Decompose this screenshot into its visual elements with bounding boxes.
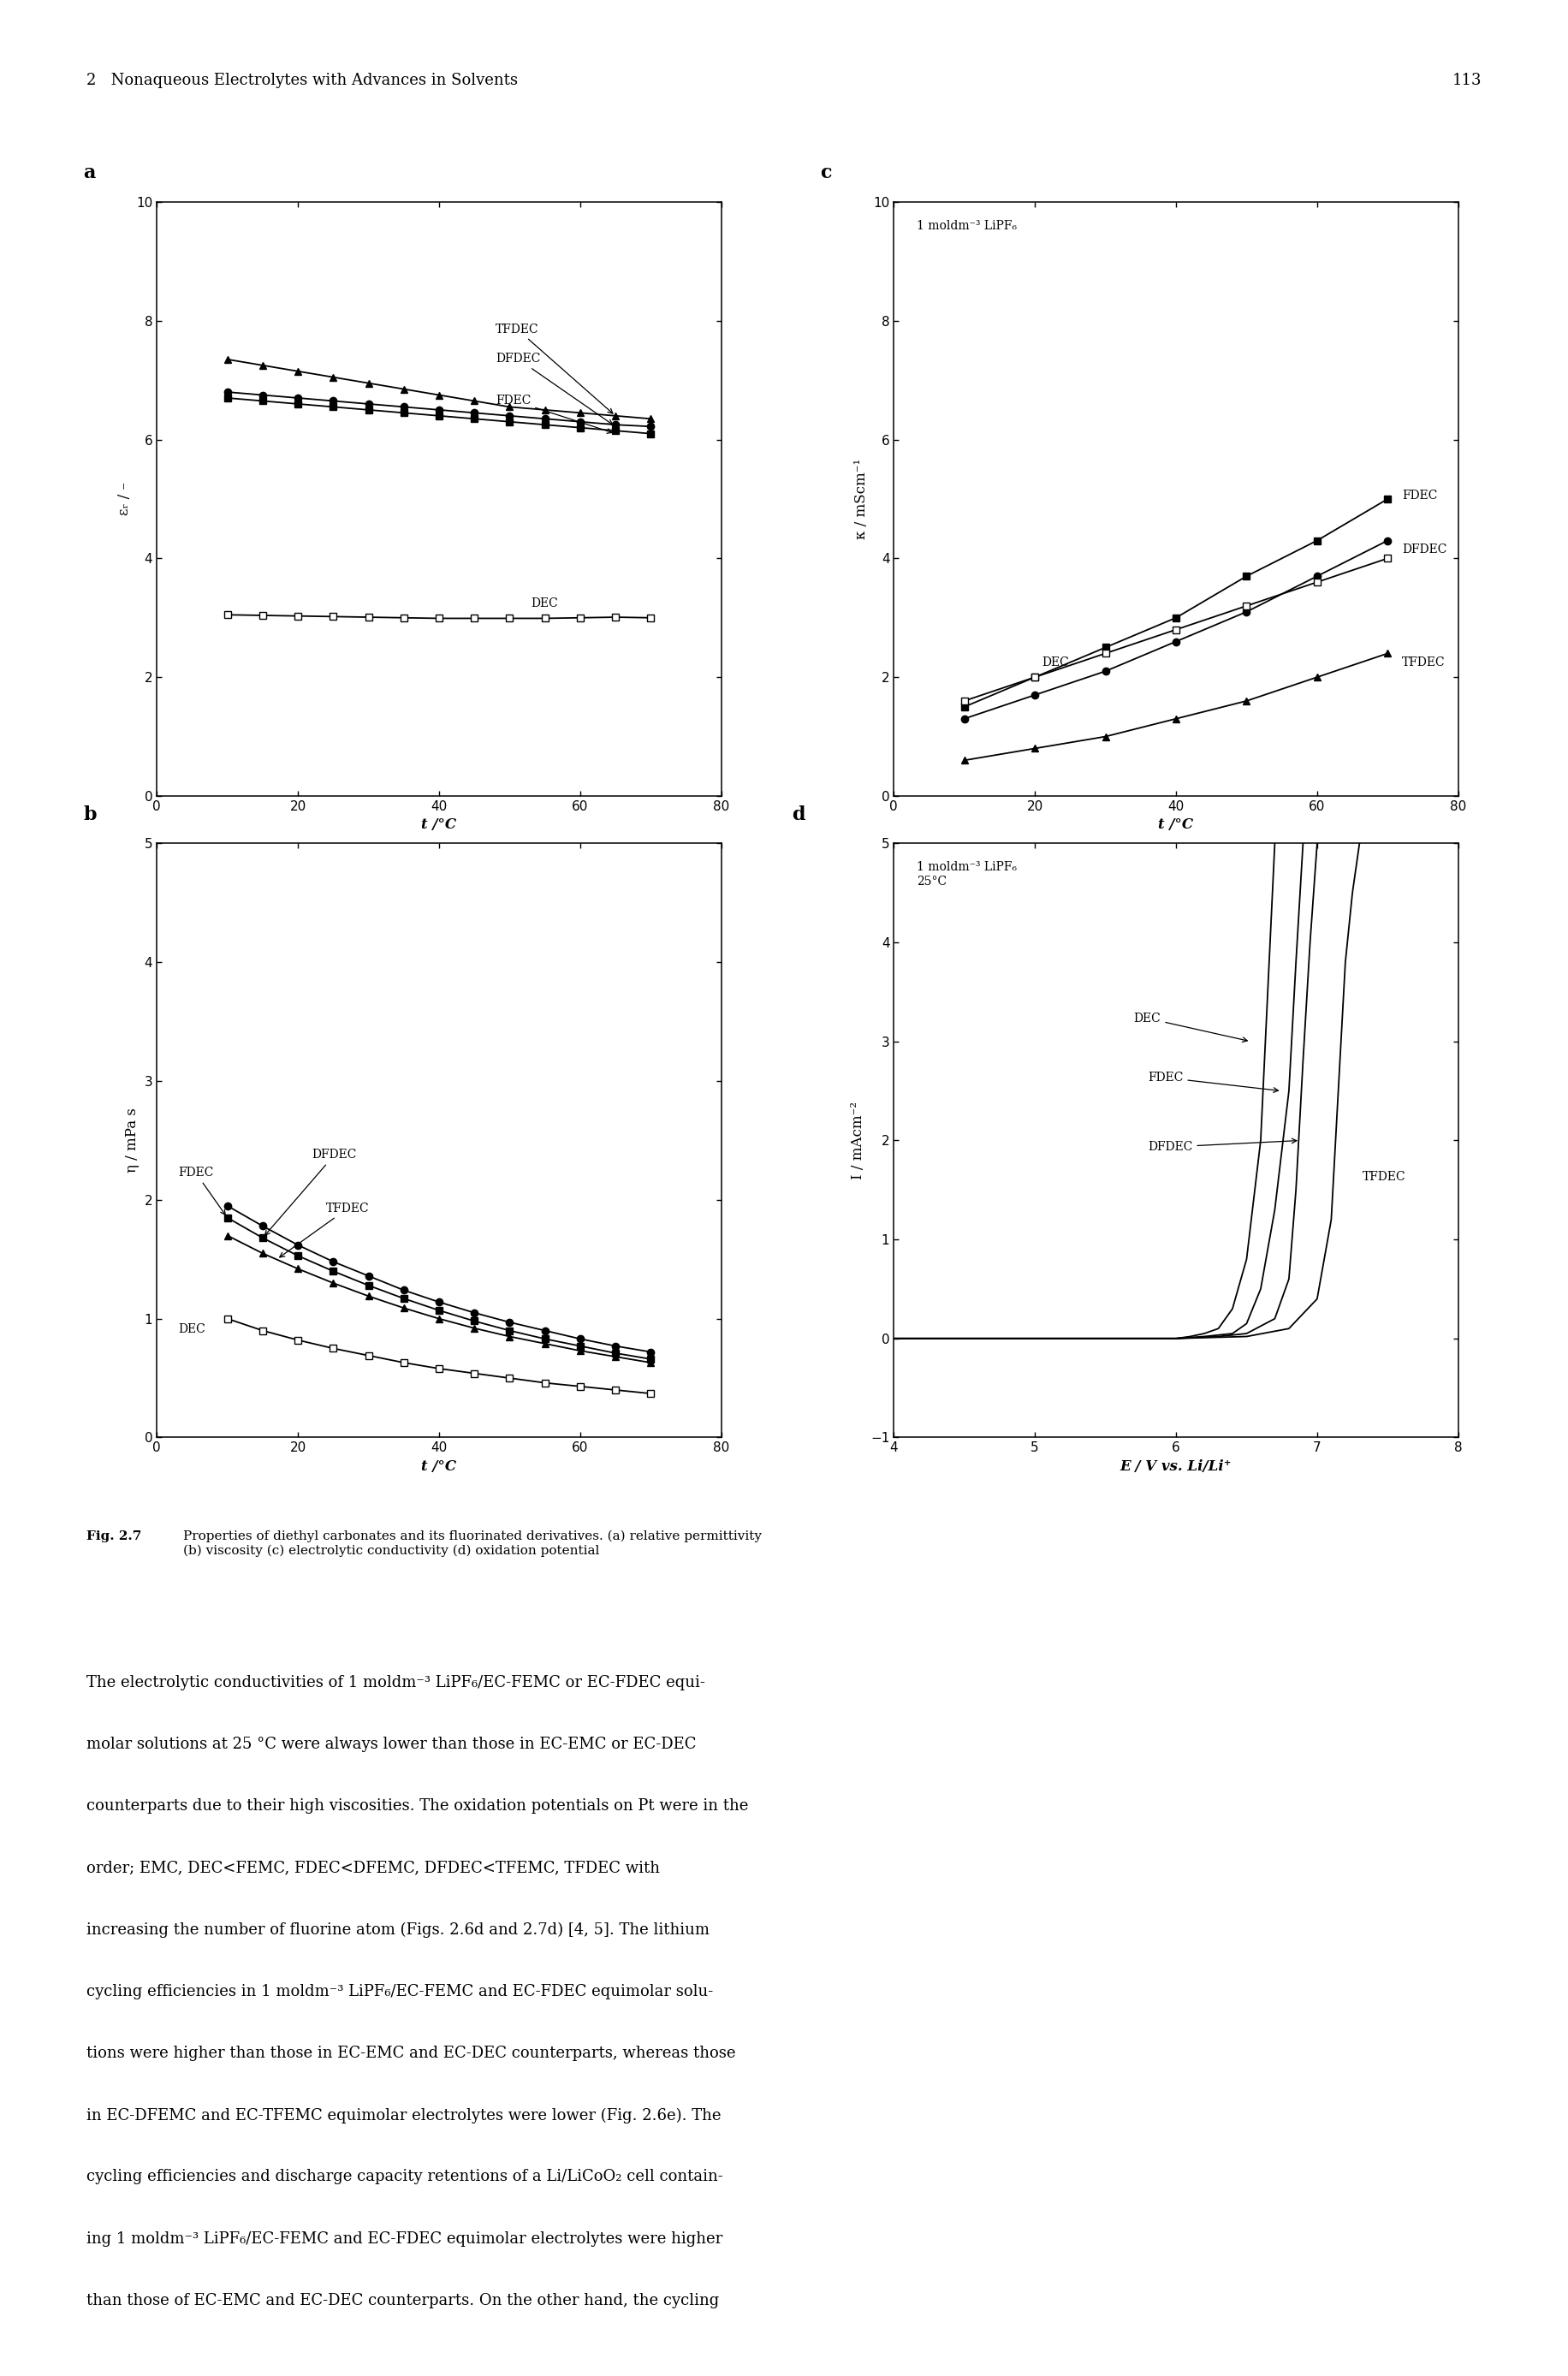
Text: in EC-DFEMC and EC-TFEMC equimolar electrolytes were lower (Fig. 2.6e). The: in EC-DFEMC and EC-TFEMC equimolar elect… — [86, 2108, 721, 2124]
Text: DEC: DEC — [179, 1323, 205, 1335]
Text: TFDEC: TFDEC — [279, 1202, 370, 1257]
Text: DEC: DEC — [1041, 656, 1069, 668]
Text: 1 moldm⁻³ LiPF₆: 1 moldm⁻³ LiPF₆ — [916, 221, 1016, 233]
Text: tions were higher than those in EC-EMC and EC-DEC counterparts, whereas those: tions were higher than those in EC-EMC a… — [86, 2046, 735, 2060]
Text: cycling efficiencies in 1 moldm⁻³ LiPF₆/EC-FEMC and EC-FDEC equimolar solu-: cycling efficiencies in 1 moldm⁻³ LiPF₆/… — [86, 1984, 713, 1998]
Text: b: b — [83, 805, 97, 824]
Text: FDEC: FDEC — [495, 394, 612, 432]
Text: 113: 113 — [1452, 74, 1482, 88]
Text: DEC: DEC — [530, 599, 558, 611]
Text: c: c — [820, 164, 833, 183]
Text: than those of EC-EMC and EC-DEC counterparts. On the other hand, the cycling: than those of EC-EMC and EC-DEC counterp… — [86, 2293, 720, 2307]
X-axis label: t /°C: t /°C — [1159, 817, 1193, 832]
Text: d: d — [792, 805, 806, 824]
Text: a: a — [83, 164, 96, 183]
Text: TFDEC: TFDEC — [1363, 1171, 1405, 1183]
Text: cycling efficiencies and discharge capacity retentions of a Li/LiCoO₂ cell conta: cycling efficiencies and discharge capac… — [86, 2169, 723, 2184]
Text: TFDEC: TFDEC — [495, 323, 613, 413]
Text: DEC: DEC — [1134, 1012, 1247, 1043]
Text: 1 moldm⁻³ LiPF₆
25°C: 1 moldm⁻³ LiPF₆ 25°C — [916, 862, 1016, 886]
Y-axis label: κ / mScm⁻¹: κ / mScm⁻¹ — [855, 459, 869, 539]
Y-axis label: εᵣ / –: εᵣ / – — [118, 482, 132, 516]
Text: TFDEC: TFDEC — [1402, 656, 1446, 668]
Text: increasing the number of fluorine atom (Figs. 2.6d and 2.7d) [4, 5]. The lithium: increasing the number of fluorine atom (… — [86, 1922, 709, 1939]
X-axis label: t /°C: t /°C — [422, 817, 456, 832]
Y-axis label: η / mPa s: η / mPa s — [125, 1107, 140, 1174]
X-axis label: E / V vs. Li/Li⁺: E / V vs. Li/Li⁺ — [1120, 1459, 1232, 1473]
Text: Properties of diethyl carbonates and its fluorinated derivatives. (a) relative p: Properties of diethyl carbonates and its… — [183, 1530, 762, 1556]
Text: DFDEC: DFDEC — [1148, 1138, 1297, 1152]
Text: The electrolytic conductivities of 1 moldm⁻³ LiPF₆/EC-FEMC or EC-FDEC equi-: The electrolytic conductivities of 1 mol… — [86, 1675, 706, 1689]
Text: FDEC: FDEC — [1402, 489, 1438, 501]
Y-axis label: I / mAcm⁻²: I / mAcm⁻² — [851, 1102, 866, 1178]
Text: DFDEC: DFDEC — [495, 354, 613, 425]
Text: order; EMC, DEC<FEMC, FDEC<DFEMC, DFDEC<TFEMC, TFDEC with: order; EMC, DEC<FEMC, FDEC<DFEMC, DFDEC<… — [86, 1860, 660, 1875]
Text: Fig. 2.7: Fig. 2.7 — [86, 1530, 141, 1542]
Text: FDEC: FDEC — [179, 1167, 226, 1214]
Text: DFDEC: DFDEC — [265, 1150, 358, 1236]
Text: molar solutions at 25 °C were always lower than those in EC-EMC or EC-DEC: molar solutions at 25 °C were always low… — [86, 1737, 696, 1751]
Text: ing 1 moldm⁻³ LiPF₆/EC-FEMC and EC-FDEC equimolar electrolytes were higher: ing 1 moldm⁻³ LiPF₆/EC-FEMC and EC-FDEC … — [86, 2231, 723, 2245]
Text: DFDEC: DFDEC — [1402, 544, 1447, 556]
Text: counterparts due to their high viscosities. The oxidation potentials on Pt were : counterparts due to their high viscositi… — [86, 1799, 748, 1813]
Text: FDEC: FDEC — [1148, 1072, 1278, 1093]
X-axis label: t /°C: t /°C — [422, 1459, 456, 1473]
Text: 2   Nonaqueous Electrolytes with Advances in Solvents: 2 Nonaqueous Electrolytes with Advances … — [86, 74, 517, 88]
